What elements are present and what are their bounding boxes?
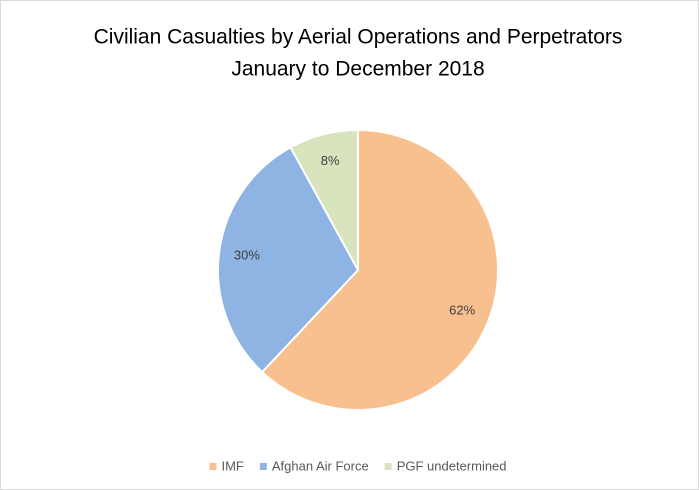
legend-label: Afghan Air Force bbox=[272, 458, 369, 473]
legend: IMF Afghan Air Force PGF undetermined bbox=[209, 458, 507, 473]
chart-title: Civilian Casualties by Aerial Operations… bbox=[94, 26, 623, 49]
pie-slice bbox=[217, 145, 360, 374]
legend-swatch bbox=[209, 463, 217, 470]
chart-subtitle: January to December 2018 bbox=[231, 58, 484, 81]
data-label: 8% bbox=[321, 153, 340, 168]
data-label: 62% bbox=[449, 303, 475, 318]
legend-label: PGF undetermined bbox=[397, 458, 507, 473]
legend-swatch bbox=[259, 463, 267, 470]
pie-slice bbox=[289, 128, 359, 271]
data-label: 30% bbox=[234, 247, 260, 262]
legend-label: IMF bbox=[221, 458, 243, 473]
pie-slice bbox=[260, 128, 499, 411]
legend-swatch bbox=[384, 463, 392, 470]
